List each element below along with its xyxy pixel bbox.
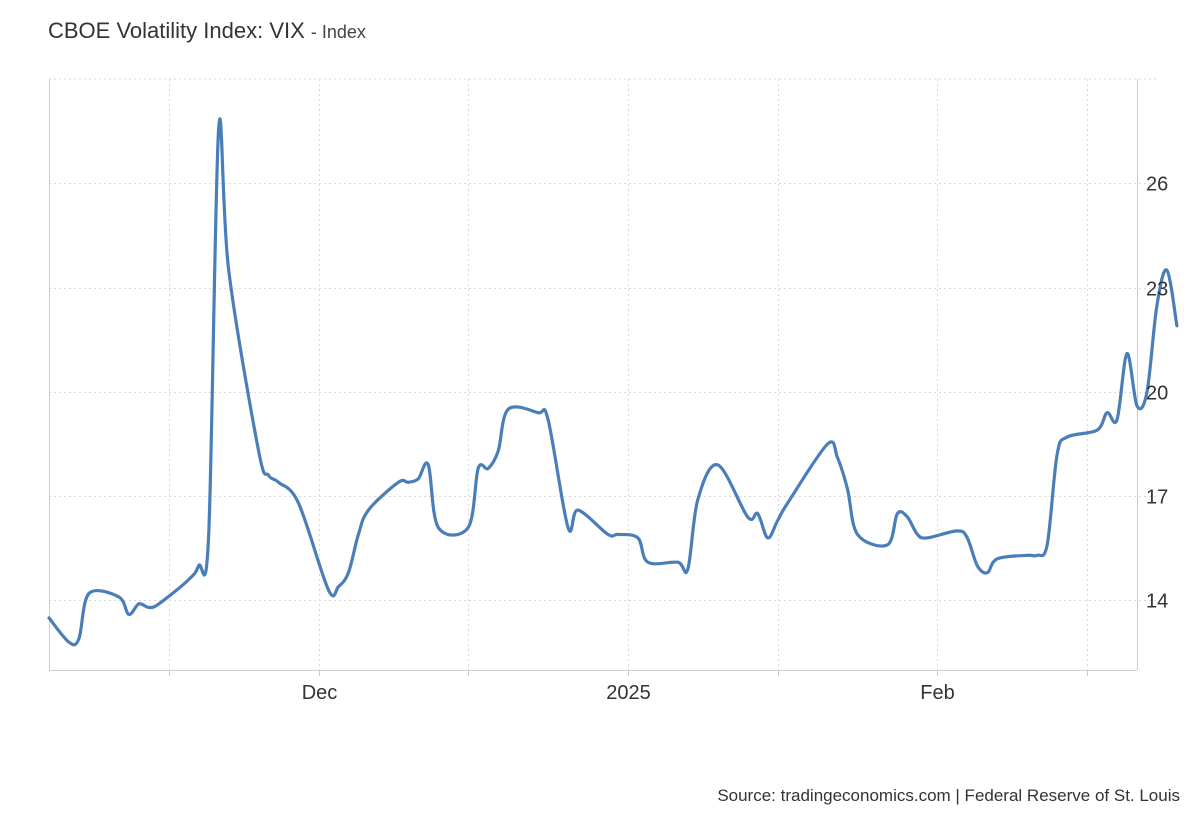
series-layer bbox=[47, 117, 1179, 647]
x-tick-label-2025: 2025 bbox=[606, 682, 651, 704]
y-tick-label-17: 17 bbox=[1146, 487, 1168, 509]
y-tick-label-26: 26 bbox=[1146, 174, 1168, 196]
source-attribution: Source: tradingeconomics.com | Federal R… bbox=[717, 786, 1180, 805]
vix-series-line bbox=[47, 117, 1179, 647]
tick-labels: 14 17 20 23 26 Dec 2025 Feb bbox=[302, 174, 1169, 705]
x-tick-label-feb: Feb bbox=[920, 682, 954, 704]
chart-title-text: CBOE Volatility Index: VIX bbox=[48, 18, 305, 43]
axes bbox=[49, 79, 1138, 676]
y-tick-label-23: 23 bbox=[1146, 279, 1168, 301]
y-tick-label-14: 14 bbox=[1146, 591, 1168, 613]
chart-unit-label: - Index bbox=[310, 22, 366, 42]
y-tick-label-20: 20 bbox=[1146, 383, 1168, 405]
chart-title: CBOE Volatility Index: VIX - Index bbox=[48, 18, 366, 44]
x-tick-label-dec: Dec bbox=[302, 682, 338, 704]
grid-lines bbox=[49, 78, 1157, 670]
